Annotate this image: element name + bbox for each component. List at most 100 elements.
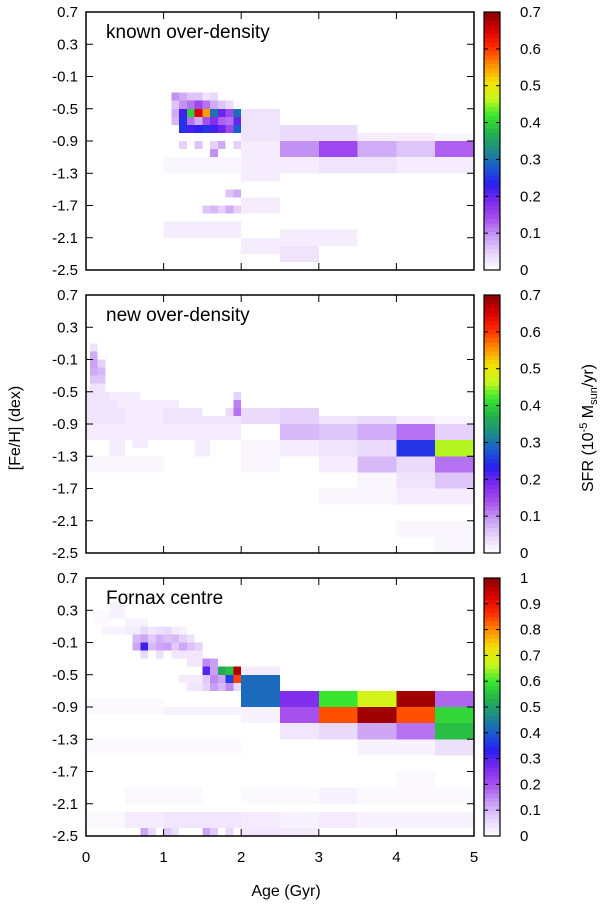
sfr-cell: [109, 440, 125, 457]
colorbar-tick-label: 0.1: [520, 225, 541, 242]
sfr-cell: [155, 626, 164, 635]
colorbar-tick-label: 0.3: [520, 751, 541, 768]
colorbar-segment: [484, 445, 500, 451]
sfr-cell: [318, 141, 358, 158]
y-axis-label: [Fe/H] (dex): [7, 386, 24, 470]
colorbar-segment: [484, 192, 500, 198]
sfr-cell: [233, 189, 242, 198]
sfr-cell: [241, 108, 280, 141]
x-tick-label: 5: [470, 849, 478, 866]
sfr-cell: [101, 626, 125, 635]
colorbar-segment: [484, 218, 500, 224]
colorbar-segment: [484, 389, 500, 395]
y-tick-label: -1.7: [52, 481, 78, 498]
sfr-cell: [171, 626, 180, 635]
sfr-cell: [233, 124, 242, 133]
sfr-cell: [124, 811, 164, 828]
colorbar-segment: [484, 89, 500, 95]
sfr-cell: [241, 141, 280, 182]
colorbar-segment: [484, 80, 500, 86]
sfr-cell: [318, 124, 358, 141]
sfr-cell: [396, 771, 436, 788]
sfr-cell: [435, 707, 474, 724]
sfr-cell: [318, 488, 397, 505]
colorbar-segment: [484, 376, 500, 382]
colorbar-segment: [484, 402, 500, 408]
y-tick-label: -2.1: [52, 796, 78, 813]
colorbar-segment: [484, 784, 500, 790]
sfr-cell: [280, 440, 319, 457]
colorbar-segment: [484, 767, 500, 773]
sfr-cell: [241, 787, 319, 804]
sfr-cell: [132, 432, 149, 449]
colorbar-segment: [484, 24, 500, 30]
colorbar-segment: [484, 50, 500, 56]
sfr-cell: [318, 690, 358, 707]
colorbar-segment: [484, 664, 500, 669]
sfr-cell: [86, 391, 110, 400]
colorbar-segment: [484, 63, 500, 69]
colorbar-segment: [484, 659, 500, 665]
sfr-cell: [396, 690, 436, 707]
sfr-cell: [179, 100, 187, 109]
colorbar-tick-label: 0.4: [520, 115, 541, 132]
sfr-cell: [171, 650, 187, 659]
sfr-cell: [140, 626, 149, 635]
colorbar-segment: [484, 59, 500, 65]
colorbar-segment: [484, 603, 500, 609]
sfr-cell: [357, 707, 397, 724]
sfr-cell: [171, 642, 180, 651]
colorbar-segment: [484, 719, 500, 725]
sfr-cell: [163, 827, 172, 836]
sfr-cell: [179, 626, 187, 635]
colorbar-segment: [484, 265, 500, 271]
colorbar-segment: [484, 102, 500, 108]
colorbar-segment: [484, 728, 500, 734]
sfr-cell: [97, 367, 106, 376]
sfr-cell: [124, 626, 141, 635]
sfr-cell: [210, 682, 218, 691]
colorbar-segment: [484, 771, 500, 777]
sfr-cell: [124, 391, 141, 400]
colorbar-segment: [484, 381, 500, 386]
sfr-cell: [86, 399, 118, 408]
y-tick-label: -0.9: [52, 133, 78, 150]
colorbar-tick-label: 0.7: [520, 647, 541, 664]
colorbar-segment: [484, 681, 500, 687]
sfr-cell: [241, 197, 280, 214]
sfr-cell: [233, 666, 242, 675]
colorbar-tick-label: 0.7: [520, 4, 541, 21]
sfr-cell: [318, 811, 358, 828]
colorbar-segment: [484, 436, 500, 442]
colorbar-segment: [484, 780, 500, 785]
sfr-cell: [202, 116, 211, 125]
sfr-cell: [163, 407, 203, 424]
sfr-cell: [357, 723, 397, 740]
sfr-cell: [210, 658, 218, 667]
colorbar-segment: [484, 110, 500, 116]
sfr-cell: [210, 100, 218, 109]
sfr-cell: [202, 415, 242, 424]
x-tick-label: 1: [159, 849, 167, 866]
colorbar-segment: [484, 123, 500, 129]
colorbar-tick-label: 0.1: [520, 802, 541, 819]
colorbar-segment: [484, 823, 500, 828]
colorbar-segment: [484, 548, 500, 554]
y-tick-label: -0.5: [52, 667, 78, 684]
colorbar-segment: [484, 535, 500, 541]
sfr-cell: [233, 391, 242, 400]
colorbar-segment: [484, 227, 500, 232]
colorbar-segment: [484, 629, 500, 635]
colorbar-segment: [484, 316, 500, 322]
sfr-cell: [179, 108, 187, 117]
colorbar-segment: [484, 355, 500, 361]
y-tick-label: -2.5: [52, 828, 78, 845]
sfr-cell: [318, 157, 358, 174]
colorbar-segment: [484, 320, 500, 326]
colorbar-segment: [484, 531, 500, 537]
sfr-cell: [241, 827, 280, 836]
colorbar-segment: [484, 222, 500, 228]
sfr-cell: [202, 666, 211, 675]
sfr-cell: [225, 189, 234, 198]
colorbar-segment: [484, 303, 500, 309]
